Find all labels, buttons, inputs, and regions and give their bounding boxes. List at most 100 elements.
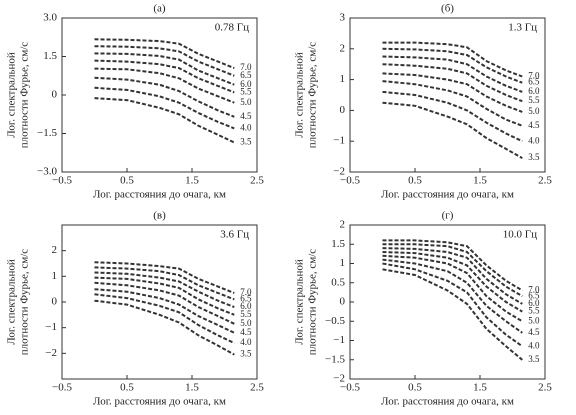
y-axis-label: Лог. спектральной [294,259,306,345]
y-tick-label: −3.0 [37,166,57,178]
y-tick-label: 3.0 [43,12,57,24]
series-line [94,293,235,345]
series-line [382,63,523,103]
annotation: 0.78 Гц [215,22,249,34]
panel-label: (г) [442,210,454,222]
x-tick-label: 1.5 [473,175,487,187]
y-tick-label: −2 [333,373,345,385]
series-line [382,55,523,93]
series-label: 5.0 [240,318,252,328]
series-label: 5.5 [528,95,540,105]
y-axis-label: Лог. спектральной [6,259,18,345]
series-label: 4.0 [240,122,252,132]
series-line [382,41,523,78]
y-tick-label: −1 [333,334,345,346]
series-line [382,80,523,127]
series-label: 5.0 [240,97,252,107]
series-line [94,281,235,325]
y-tick-label: 2 [340,42,346,54]
y-axis-label: плотности Фурье, см/с [307,42,319,149]
series-label: 6.0 [528,86,540,96]
series-label: 4.0 [528,135,540,145]
x-tick-label: −0.5 [340,175,360,187]
x-tick-label: 2.5 [538,175,552,187]
series-label: 6.5 [528,77,540,87]
series-label: 5.0 [528,106,540,116]
x-tick-label: 0.5 [408,382,422,394]
series-label: 3.5 [240,137,252,147]
series-line [382,90,523,143]
y-tick-label: 1 [52,270,58,282]
series-label: 6.5 [240,70,252,80]
series-line [94,45,235,77]
y-tick-label: 2 [52,244,58,256]
plot-frame [61,224,258,380]
y-tick-label: 1.5 [331,238,345,250]
series-line [94,67,235,104]
y-tick-label: −1 [333,135,345,147]
x-tick-label: 1.5 [185,382,199,394]
series-line [94,266,235,301]
series-line [94,76,235,118]
y-tick-label: 0 [52,296,58,308]
series-label: 3.5 [528,152,540,162]
panel-label: (а) [153,3,166,15]
panel-label: (в) [153,210,166,222]
panel: −2 −1 0 1 2 3 −0.5 0.5 1.5 2.5 (б) 1.3 Гц Лог. расст… [294,3,553,201]
series-line [382,243,523,298]
series-line [94,271,235,309]
series-line [382,258,523,334]
series-label: 5.5 [240,309,252,319]
y-axis-label: Лог. спектральной [6,52,18,138]
series-label: 7.0 [240,62,252,72]
y-tick-label: −1.5 [325,353,345,365]
x-axis-label: Лог. расстояния до очага, км [381,396,514,408]
series-line [382,239,523,292]
y-tick-label: −1.5 [37,127,57,139]
series-line [94,276,235,316]
x-tick-label: −0.5 [52,382,72,394]
series-label: 7.0 [240,287,252,297]
series-label: 7.0 [528,285,540,295]
plot-frame [61,17,258,173]
x-tick-label: 2.5 [250,382,264,394]
y-axis-label: плотности Фурье, см/с [19,42,31,149]
series-line [94,288,235,334]
y-tick-label: 1.5 [43,50,57,62]
series-line [382,72,523,113]
panel: −3.0 −1.5 0 1.5 3.0 −0.5 0.5 1.5 2.5 (а) 0.78 Гц Ло… [6,3,265,201]
series-label: 5.5 [240,86,252,96]
plot-frame [349,224,546,380]
series-label: 4.5 [240,327,252,337]
series-line [94,59,235,94]
panel: −2 −1.5 −1 −0.5 0 0.5 1 1.5 2 −0.5 0.5 1.5 2.5 (г) 10.… [294,210,553,408]
series-label: 4.5 [528,327,540,337]
series-line [382,47,523,84]
panel-label: (б) [441,3,454,15]
series-line [382,268,523,361]
series-line [94,86,235,130]
y-tick-label: −0.5 [325,315,345,327]
x-axis-label: Лог. расстояния до очага, км [93,189,226,201]
series-label: 6.5 [240,293,252,303]
y-tick-label: −2 [333,166,345,178]
series-label: 6.0 [240,79,252,89]
x-tick-label: −0.5 [52,175,72,187]
series-line [382,101,523,159]
series-label: 5.5 [528,306,540,316]
y-tick-label: 3 [340,12,346,24]
series-line [94,97,235,144]
annotation: 3.6 Гц [220,229,249,241]
y-axis-label: плотности Фурье, см/с [307,249,319,356]
y-tick-label: 0 [340,296,346,308]
series-label: 4.0 [240,337,252,347]
y-tick-label: 1 [340,257,346,269]
series-label: 3.5 [528,354,540,364]
y-tick-label: 1 [340,73,346,85]
series-line [382,254,523,323]
plot-frame [349,17,546,173]
x-axis-label: Лог. расстояния до очага, км [381,189,514,201]
y-axis-label: Лог. спектральной [294,52,306,138]
series-line [94,52,235,86]
series-label: 4.0 [528,340,540,350]
